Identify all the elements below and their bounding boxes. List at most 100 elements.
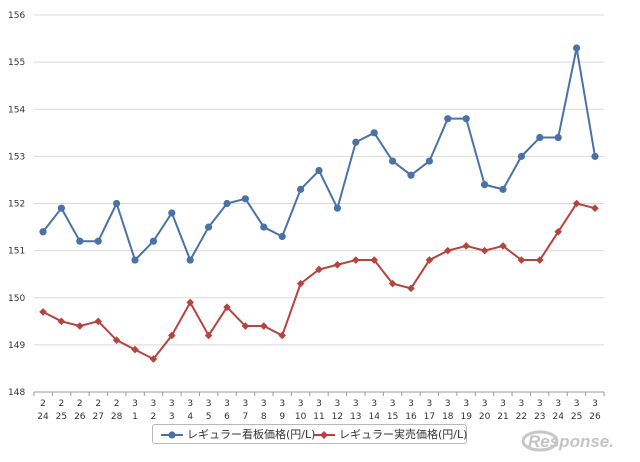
data-point [186, 256, 194, 264]
x-tick-day: 25 [56, 412, 67, 422]
x-tick-month: 3 [463, 399, 469, 409]
data-point [591, 204, 599, 213]
x-tick-day: 8 [261, 412, 267, 422]
data-point [572, 199, 581, 208]
x-tick-day: 2 [151, 412, 157, 422]
y-tick-label: 156 [8, 11, 25, 21]
x-tick-month: 3 [445, 399, 451, 409]
data-point [333, 260, 342, 269]
axes [33, 391, 605, 396]
data-point [278, 232, 286, 241]
data-point [149, 355, 158, 363]
y-tick-label: 155 [8, 58, 25, 68]
data-point [517, 256, 526, 264]
circle-marker-icon [161, 431, 183, 439]
data-point [370, 129, 378, 137]
data-point [444, 115, 452, 123]
y-tick-label: 152 [8, 200, 25, 210]
response-logo-text: Response. [528, 432, 614, 451]
data-point [223, 303, 231, 311]
legend-label-signboard-price: レギュラー看板価格(円/L) [187, 428, 316, 441]
data-point [204, 331, 213, 340]
y-tick-label: 149 [8, 341, 25, 351]
x-tick-day: 13 [350, 412, 361, 422]
x-tick-day: 1 [132, 412, 138, 422]
data-point [499, 185, 507, 193]
y-tick-label: 151 [8, 247, 25, 257]
data-point [168, 331, 176, 340]
x-tick-month: 3 [151, 399, 157, 409]
data-point [352, 256, 360, 264]
data-point [223, 199, 231, 208]
x-tick-month: 3 [500, 399, 506, 409]
x-tick-day: 15 [387, 412, 398, 422]
x-tick-day: 26 [589, 412, 601, 422]
x-tick-day: 19 [460, 412, 472, 422]
x-tick-month: 3 [519, 399, 525, 409]
data-point [94, 317, 102, 326]
x-tick-day: 11 [313, 412, 324, 422]
x-tick-day: 12 [332, 412, 343, 422]
data-point [407, 171, 415, 179]
series-layer [39, 44, 599, 363]
data-point [296, 279, 305, 288]
data-point [425, 256, 434, 264]
x-tick-day: 17 [424, 412, 435, 422]
x-tick-day: 18 [442, 412, 454, 422]
x-tick-day: 21 [497, 412, 508, 422]
data-point [554, 227, 562, 236]
data-point [76, 322, 84, 330]
x-tick-day: 20 [479, 412, 491, 422]
data-point [241, 322, 250, 330]
diamond-marker-icon [313, 431, 335, 439]
data-point [591, 152, 599, 160]
data-point [352, 138, 360, 146]
y-tick-label: 154 [8, 105, 25, 115]
data-point [297, 185, 305, 193]
x-tick-day: 3 [169, 412, 175, 422]
y-tick-label: 148 [8, 388, 25, 398]
data-point [536, 256, 544, 264]
x-tick-day: 24 [552, 412, 564, 422]
x-tick-month: 2 [95, 399, 101, 409]
response-logo: Response. [522, 430, 614, 452]
x-tick-month: 2 [77, 399, 83, 409]
x-tick-day: 5 [206, 412, 212, 422]
data-point [388, 279, 397, 288]
data-point [499, 242, 507, 250]
data-point [260, 223, 268, 231]
x-tick-day: 25 [571, 412, 582, 422]
data-point [186, 298, 194, 307]
data-point [39, 228, 47, 236]
x-tick-month: 3 [335, 399, 341, 409]
data-point [278, 331, 286, 340]
data-point [425, 157, 433, 165]
legend: レギュラー看板価格(円/L) レギュラー実売価格(円/L) [152, 424, 467, 444]
x-tick-day: 6 [224, 412, 230, 422]
x-tick-day: 23 [534, 412, 545, 422]
x-tick-day: 27 [92, 412, 103, 422]
data-point [389, 157, 397, 165]
x-tick-month: 2 [40, 399, 46, 409]
data-point [57, 317, 66, 326]
x-tick-month: 3 [243, 399, 249, 409]
data-point [462, 115, 470, 123]
data-point [112, 336, 121, 344]
series-line [42, 46, 596, 262]
data-point [205, 223, 213, 231]
data-point [149, 237, 157, 245]
data-point [57, 204, 65, 212]
x-tick-month: 3 [279, 399, 285, 409]
x-tick-month: 3 [298, 399, 304, 409]
data-point [517, 152, 526, 160]
series-2 [39, 199, 599, 363]
x-tick-month: 3 [574, 399, 580, 409]
x-tick-day: 7 [243, 412, 249, 422]
x-tick-month: 3 [169, 399, 175, 409]
data-point [39, 308, 47, 316]
y-axis-ticks: 148 149 150 151 152 153 154 155 156 [8, 11, 25, 398]
data-point [481, 181, 489, 189]
data-point [315, 166, 323, 175]
